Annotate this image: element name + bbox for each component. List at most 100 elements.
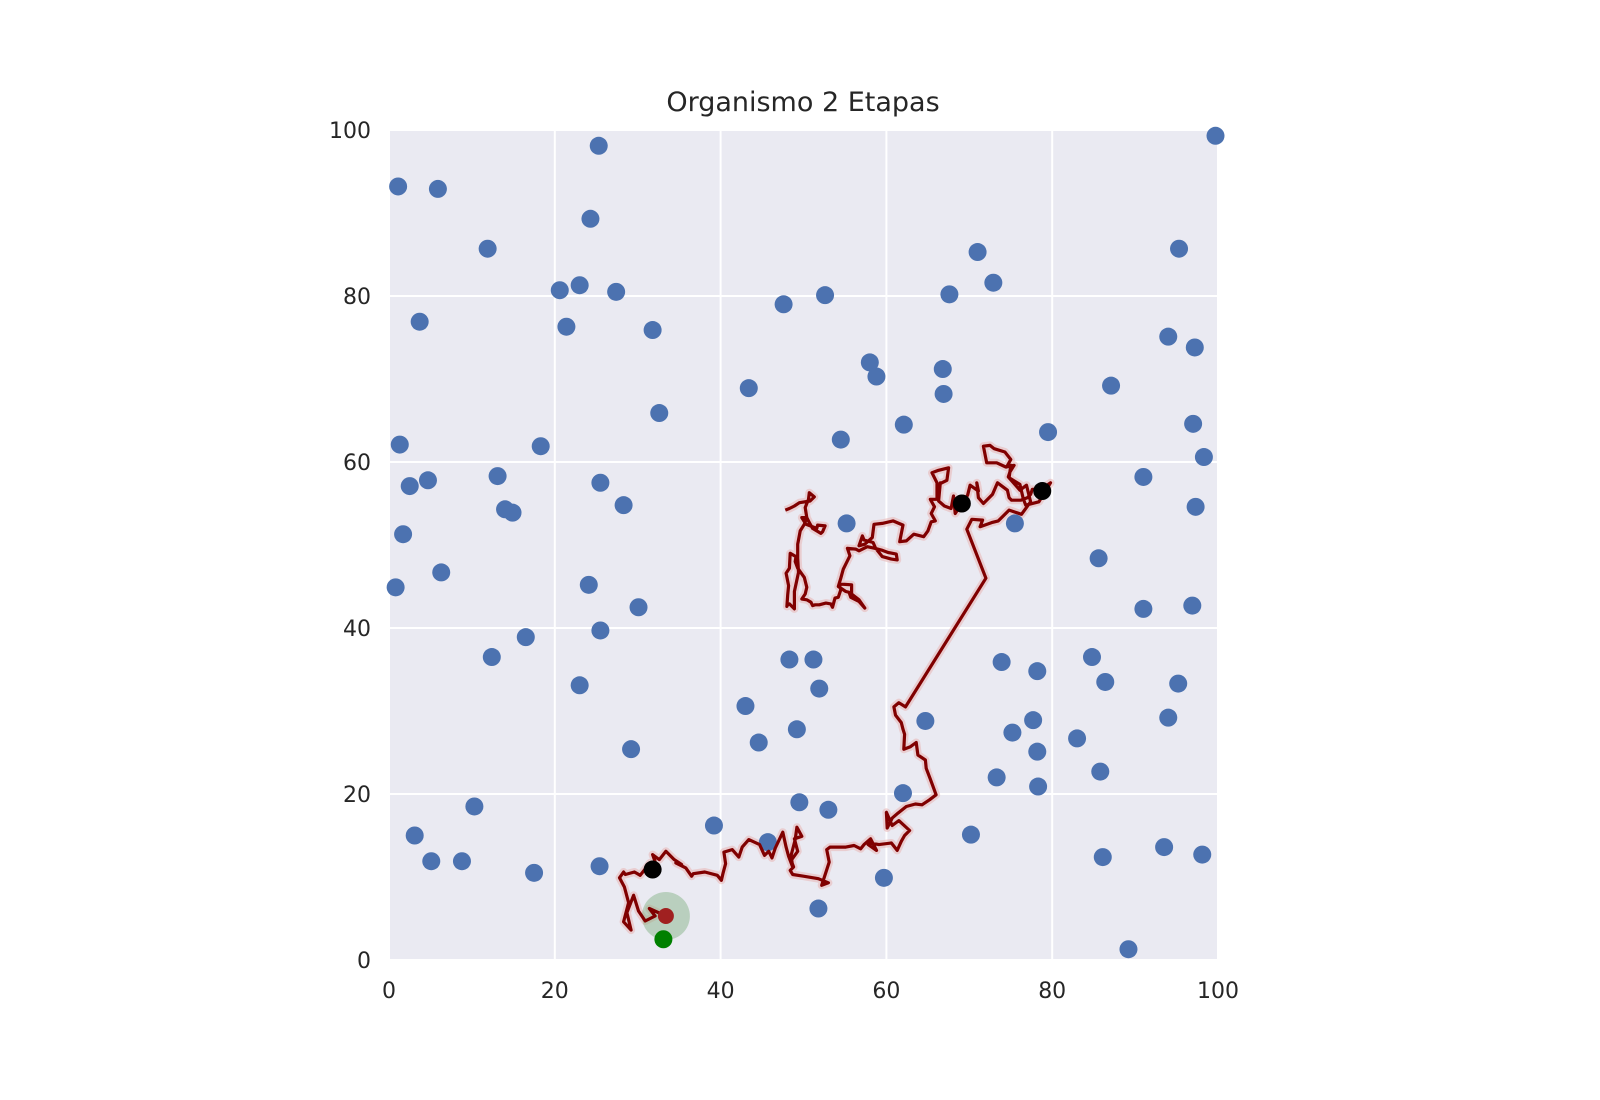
- food-point: [1159, 327, 1178, 346]
- food-point: [525, 863, 544, 882]
- food-point: [390, 435, 409, 454]
- food-point: [478, 239, 497, 258]
- food-point: [465, 797, 484, 816]
- food-point: [860, 353, 879, 372]
- food-point: [503, 503, 522, 522]
- chart-title: Organismo 2 Etapas: [666, 87, 939, 118]
- food-point: [590, 857, 609, 876]
- x-tick-labels: 0 20 40 60 80 100: [382, 979, 1239, 1004]
- food-point: [482, 648, 501, 667]
- food-point: [790, 793, 809, 812]
- food-point: [405, 826, 424, 845]
- path-line: [617, 443, 1053, 932]
- food-point: [1134, 599, 1153, 618]
- food-point: [400, 477, 419, 496]
- food-point: [1091, 762, 1110, 781]
- food-point: [961, 825, 980, 844]
- food-point: [816, 286, 835, 305]
- plot-background: [389, 130, 1218, 960]
- x-tick-label: 100: [1197, 979, 1239, 1004]
- food-point: [1194, 448, 1213, 467]
- food-point: [1039, 423, 1058, 442]
- food-point: [940, 285, 959, 304]
- y-tick-label: 40: [343, 617, 371, 642]
- food-point: [809, 899, 828, 918]
- food-point: [1134, 467, 1153, 486]
- y-tick-label: 20: [343, 783, 371, 808]
- food-point: [1206, 126, 1225, 145]
- food-point: [622, 740, 641, 759]
- food-point: [570, 676, 589, 695]
- current-point: [657, 908, 674, 925]
- y-tick-label: 100: [329, 119, 371, 144]
- food-point: [758, 833, 777, 852]
- food-point: [894, 415, 913, 434]
- food-points: [386, 126, 1225, 959]
- food-point: [1184, 414, 1203, 433]
- food-point: [488, 467, 507, 486]
- food-point: [589, 136, 608, 155]
- food-point: [389, 177, 408, 196]
- grid-lines: [388, 129, 1219, 961]
- food-point: [516, 628, 535, 647]
- food-point: [780, 650, 799, 669]
- markers: [654, 908, 674, 949]
- y-tick-labels: 0 20 40 60 80 100: [329, 119, 371, 974]
- food-point: [704, 816, 723, 835]
- food-point: [1068, 729, 1087, 748]
- food-point: [1024, 711, 1043, 730]
- food-point: [1185, 338, 1204, 357]
- food-point: [837, 514, 856, 533]
- food-point: [531, 437, 550, 456]
- food-point: [987, 768, 1006, 787]
- food-point: [591, 473, 610, 492]
- food-point: [893, 784, 912, 803]
- x-tick-label: 80: [1038, 979, 1066, 1004]
- food-point: [579, 575, 598, 594]
- food-point: [570, 276, 589, 295]
- food-point: [933, 360, 952, 379]
- y-tick-label: 0: [357, 949, 371, 974]
- food-point: [607, 282, 626, 301]
- y-tick-label: 60: [343, 451, 371, 476]
- food-point: [1170, 239, 1189, 258]
- food-point: [581, 209, 600, 228]
- food-point: [1102, 376, 1121, 395]
- visited-points: [643, 482, 1052, 879]
- food-point: [968, 243, 987, 262]
- food-point: [643, 321, 662, 340]
- food-point: [1005, 514, 1024, 533]
- food-point: [736, 697, 755, 716]
- food-point: [774, 295, 793, 314]
- food-point: [934, 384, 953, 403]
- food-point: [1186, 497, 1205, 516]
- food-point: [739, 379, 758, 398]
- food-point: [591, 621, 610, 640]
- food-point: [874, 868, 893, 887]
- food-point: [1119, 940, 1138, 959]
- food-point: [386, 578, 405, 597]
- x-tick-label: 20: [541, 979, 569, 1004]
- food-point: [819, 800, 838, 819]
- food-point: [1089, 549, 1108, 568]
- food-point: [432, 563, 451, 582]
- food-point: [614, 496, 633, 515]
- food-point: [452, 852, 471, 871]
- food-point: [787, 720, 806, 739]
- food-point: [1003, 723, 1022, 742]
- food-point: [650, 404, 669, 423]
- food-point: [1093, 848, 1112, 867]
- food-point: [422, 852, 441, 871]
- food-point: [1183, 596, 1202, 615]
- food-point: [418, 471, 437, 490]
- food-point: [984, 273, 1003, 292]
- food-point: [916, 711, 935, 730]
- visited-point: [643, 860, 662, 879]
- food-point: [1169, 674, 1188, 693]
- food-point: [629, 598, 648, 617]
- food-point: [550, 281, 569, 300]
- visited-point: [952, 494, 971, 513]
- food-point: [992, 653, 1011, 672]
- food-point: [810, 679, 829, 698]
